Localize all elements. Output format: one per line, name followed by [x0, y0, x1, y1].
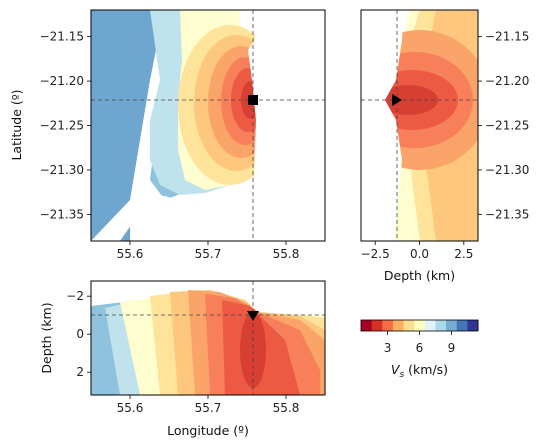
map-y-tick-label: −21.30: [40, 163, 84, 177]
colorbar: 3 6 9 Vs (km/s): [360, 319, 479, 380]
colorbar-cell: [467, 320, 479, 331]
map-x-tick-label: 55.8: [273, 247, 300, 261]
lat-depth-y-tick-label: −21.35: [485, 207, 529, 221]
map-y-tick-label: −21.20: [40, 74, 84, 88]
map-x-axis: 55.6 55.7 55.8: [117, 241, 300, 261]
lat-depth-y-tick-label: −21.15: [485, 30, 529, 44]
colorbar-label: Vs (km/s): [391, 362, 448, 380]
lon-depth-y-tick-label: −2: [66, 289, 84, 303]
lon-depth-x-tick-label: 55.7: [195, 401, 222, 415]
colorbar-cell: [403, 320, 415, 331]
lat-depth-y-tick-label: −21.20: [485, 74, 529, 88]
lat-depth-x-axis-label: Depth (km): [384, 268, 455, 283]
lat-depth-x-tick-label: −2.5: [361, 247, 390, 261]
colorbar-cell: [456, 320, 468, 331]
lat-depth-y-tick-label: −21.25: [485, 119, 529, 133]
colorbar-cell: [435, 320, 447, 331]
map-y-tick-label: −21.35: [40, 207, 84, 221]
lon-depth-x-tick-label: 55.6: [117, 401, 144, 415]
lat-depth-marker-triangle: [392, 94, 402, 106]
colorbar-cell: [361, 320, 373, 331]
colorbar-cell: [371, 320, 383, 331]
map-x-tick-label: 55.6: [117, 247, 144, 261]
map-y-axis-label: Latitude (º): [9, 89, 24, 160]
colorbar-cell: [414, 320, 426, 331]
map-y-axis: −21.15 −21.20 −21.25 −21.30 −21.35: [40, 30, 91, 221]
lat-depth-x-tick-label: 0.0: [410, 247, 429, 261]
map-panel: −21.15−21.20−21.25−21.30−21.35 55.6 55.7 5…: [9, 9, 326, 261]
lon-depth-x-tick-label: 55.8: [273, 401, 300, 415]
lon-depth-y-tick-label: 2: [76, 365, 84, 379]
map-y-tick-label: −21.25: [40, 119, 84, 133]
lon-depth-y-axis: −2 0 2: [66, 289, 91, 379]
map-y-tick-label: −21.15: [40, 30, 84, 44]
lon-depth-contours: [91, 281, 325, 395]
lon-depth-y-axis-label: Depth (km): [39, 302, 54, 373]
colorbar-gradient: [361, 320, 479, 331]
map-contours: [91, 10, 325, 241]
lon-depth-x-axis: 55.6 55.7 55.8: [117, 395, 300, 415]
map-marker-square: [248, 95, 258, 105]
lat-depth-contours: [361, 10, 478, 241]
map-x-tick-label: 55.7: [195, 247, 222, 261]
colorbar-tick-label: 6: [416, 341, 424, 355]
colorbar-cell: [382, 320, 394, 331]
lat-depth-y-axis: −21.15 −21.20 −21.25 −21.30 −21.35: [478, 30, 529, 221]
lon-depth-marker-triangle: [247, 311, 259, 321]
colorbar-ticks: 3 6 9: [384, 331, 455, 355]
colorbar-cell: [392, 320, 405, 331]
colorbar-cell: [424, 320, 436, 331]
colorbar-cell: [446, 320, 458, 331]
lat-depth-panel: −21.15 −21.20 −21.25 −21.30 −21.35 −2.5 0.0 2.…: [360, 9, 529, 283]
lat-depth-x-axis: −2.5 0.0 2.5: [361, 241, 473, 261]
lon-depth-panel: −2 0 2 55.6 55.7 55.8 Longitude (º) Depth (k…: [39, 280, 326, 438]
colorbar-tick-label: 9: [448, 341, 456, 355]
lat-depth-x-tick-label: 2.5: [454, 247, 473, 261]
lon-depth-x-axis-label: Longitude (º): [167, 423, 249, 438]
lat-depth-y-tick-label: −21.30: [485, 163, 529, 177]
colorbar-tick-label: 3: [384, 341, 392, 355]
lon-depth-y-tick-label: 0: [76, 327, 84, 341]
